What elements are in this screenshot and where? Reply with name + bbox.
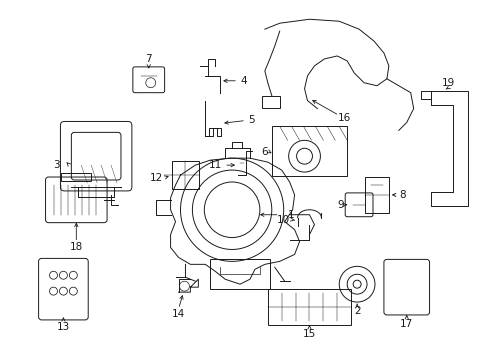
Text: 13: 13 <box>57 322 70 332</box>
Text: 19: 19 <box>441 78 454 88</box>
Text: 2: 2 <box>353 306 360 316</box>
Bar <box>267 289 350 325</box>
Bar <box>365 177 388 213</box>
Text: 10: 10 <box>276 215 289 225</box>
Text: 1: 1 <box>287 210 294 220</box>
Text: 9: 9 <box>337 200 344 210</box>
Text: 7: 7 <box>145 54 152 64</box>
Bar <box>210 260 269 289</box>
Bar <box>61 173 91 181</box>
Text: 5: 5 <box>247 116 254 126</box>
Text: 15: 15 <box>302 329 315 339</box>
Bar <box>262 96 279 108</box>
Text: 8: 8 <box>398 190 405 200</box>
Bar <box>271 126 346 176</box>
Text: 14: 14 <box>172 309 185 319</box>
Text: 3: 3 <box>53 160 60 170</box>
Text: 17: 17 <box>399 319 412 329</box>
Text: 6: 6 <box>261 147 267 157</box>
Text: 12: 12 <box>149 173 163 183</box>
Bar <box>171 161 199 189</box>
Text: 4: 4 <box>240 76 246 86</box>
Text: 18: 18 <box>70 243 83 252</box>
Text: 11: 11 <box>208 160 222 170</box>
Text: 16: 16 <box>337 113 350 123</box>
